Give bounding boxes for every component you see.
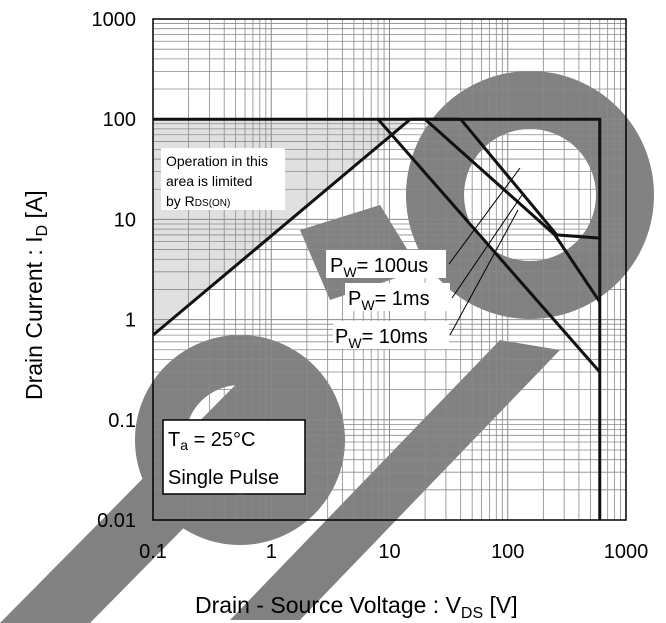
y-tick-label: 10 — [114, 209, 136, 231]
series-line-1 — [152, 117, 602, 520]
rds-line-3-sub: DS(ON) — [195, 198, 231, 209]
y-tick-label: 1 — [125, 310, 136, 332]
y-tick-label: 100 — [103, 109, 136, 131]
rds-line-1: Operation in this — [166, 153, 268, 169]
x-tick-label: 1000 — [604, 541, 649, 563]
y-tick-label: 0.01 — [97, 510, 136, 532]
conditions-box: Ta = 25°C Single Pulse — [162, 419, 306, 495]
series-line-4 — [376, 118, 601, 373]
x-tick-label: 0.1 — [139, 541, 167, 563]
pw-labels: PW= 100us PW= 1ms PW= 10ms — [326, 167, 523, 351]
x-tick-label: 100 — [491, 541, 524, 563]
plot-frame — [152, 18, 627, 521]
rds-annotation: Operation in this area is limited by RDS… — [161, 148, 285, 210]
ta-label: Ta = 25°C — [168, 429, 256, 453]
rds-line-2: area is limited — [166, 173, 252, 189]
x-tick-label: 1 — [266, 541, 277, 563]
rds-line-3-main: by R — [166, 193, 195, 209]
series-line-2 — [153, 117, 600, 240]
series-lines — [152, 117, 602, 520]
pw-1ms-label: PW= 1ms — [348, 288, 430, 313]
x-axis-title: Drain - Source Voltage : VDS [V] — [195, 592, 518, 622]
y-axis-title: Drain Current : ID [A] — [21, 190, 51, 400]
x-tick-label: 10 — [378, 541, 400, 563]
pw-100us-label: PW= 100us — [330, 255, 428, 280]
single-pulse-label: Single Pulse — [168, 467, 279, 489]
leader-100us — [448, 167, 521, 265]
pw-10ms-label: PW= 10ms — [335, 326, 428, 351]
rds-line-3: by RDS(ON) — [166, 193, 230, 209]
series-line-3 — [424, 118, 602, 303]
y-tick-label: 0.1 — [108, 410, 136, 432]
leader-1ms — [451, 194, 523, 299]
rds-annotation-box — [161, 148, 285, 210]
leader-10ms — [449, 209, 519, 336]
y-tick-label: 1000 — [92, 9, 137, 31]
